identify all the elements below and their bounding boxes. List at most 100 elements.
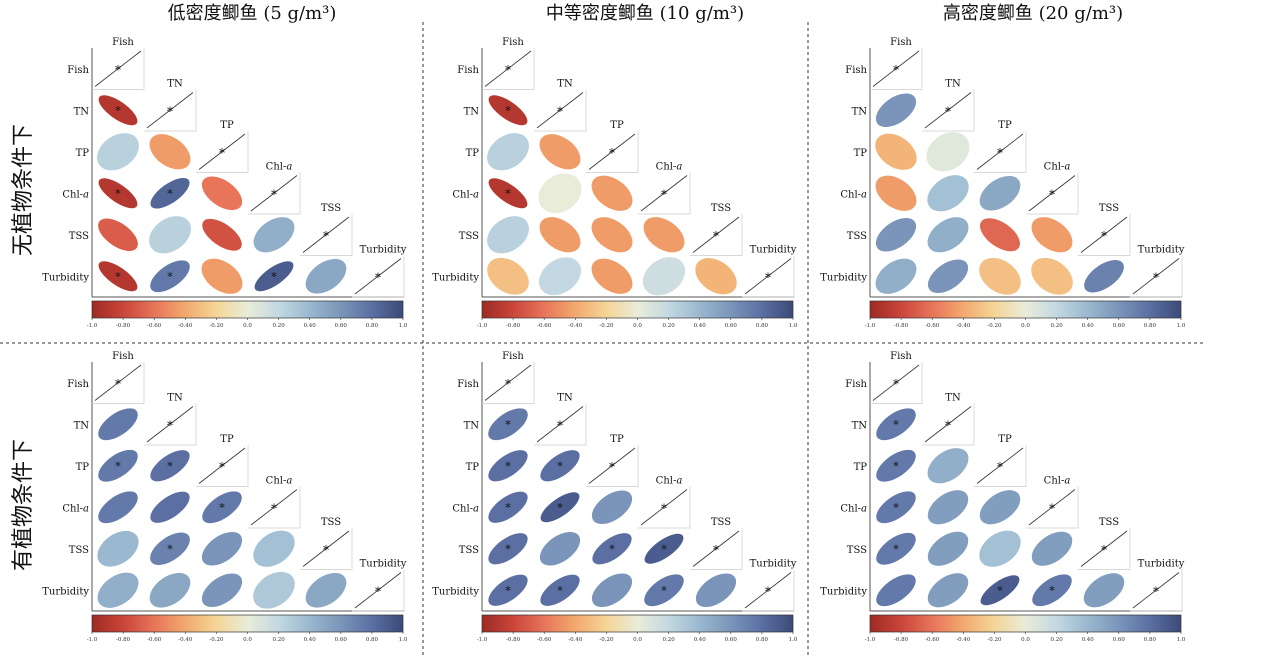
variable-label-part: Chl- — [1044, 476, 1065, 487]
diagonal-cell-border — [1130, 569, 1183, 612]
variable-label-part: a — [286, 162, 292, 173]
diagonal-cell-border — [482, 48, 535, 90]
correlation-ellipse — [202, 218, 242, 251]
diagonal-cell-border — [870, 362, 923, 404]
diagonal-line — [94, 50, 142, 87]
colorbar — [91, 614, 404, 633]
variable-label: Turbidity — [432, 272, 479, 283]
significance-star: * — [997, 460, 1003, 474]
correlation-ellipse — [876, 532, 916, 565]
diagonal-line — [1028, 489, 1076, 526]
variable-label: Fish — [112, 37, 134, 48]
significance-star: * — [505, 460, 511, 473]
significance-star: * — [1049, 501, 1055, 515]
diagonal-line — [536, 406, 584, 443]
colorbar-tick-label: 0.60 — [335, 637, 348, 643]
correlation-ellipse — [540, 450, 580, 482]
variable-label: Chl-a — [452, 503, 479, 514]
significance-star: * — [997, 146, 1003, 160]
correlation-ellipse — [1031, 257, 1073, 295]
column-title-2: 中等密度鲫鱼 (10 g/m³) — [546, 3, 744, 24]
diagonal-cell-border — [1078, 528, 1131, 570]
variable-label: TN — [464, 420, 480, 431]
diagonal-cell-border — [742, 569, 795, 612]
correlation-ellipse — [98, 261, 138, 292]
significance-star: * — [661, 584, 667, 597]
colorbar-tick-label: 0.20 — [662, 637, 675, 643]
colorbar-tick-label: -1.0 — [477, 637, 488, 643]
significance-star: * — [557, 104, 563, 118]
variable-label: Fish — [112, 351, 134, 362]
variable-label-part: Chl- — [266, 162, 287, 173]
colorbar-tick-label: -0.80 — [894, 323, 909, 329]
significance-star: * — [945, 418, 951, 432]
colorbar-tick-label: -0.40 — [956, 323, 971, 329]
diagonal-cell-border — [638, 172, 691, 215]
significance-star: * — [1049, 187, 1055, 201]
colorbar-tick-label: 0.20 — [1050, 637, 1063, 643]
variable-label: Fish — [890, 37, 912, 48]
significance-star: * — [505, 543, 511, 556]
variable-label: Chl-a — [840, 503, 867, 514]
colorbar-tick-label: -0.80 — [116, 637, 131, 643]
correlation-ellipse — [643, 217, 685, 253]
diagonal-line — [640, 489, 688, 526]
correlation-ellipse — [591, 573, 633, 608]
diagonal-line — [872, 364, 920, 401]
colorbar-tick-label: -0.40 — [178, 637, 193, 643]
correlation-ellipse — [539, 217, 581, 253]
panel-2-2: Fish TN TP Chl-a TSS Turbidity * Fish * TN * TP * Chl… — [432, 351, 798, 643]
diagonal-cell-border — [586, 131, 639, 173]
correlation-ellipse — [97, 530, 139, 567]
diagonal-cell-border — [92, 362, 145, 404]
diagonal-line — [250, 489, 298, 526]
significance-star: * — [997, 584, 1003, 597]
variable-label: TN — [74, 420, 90, 431]
significance-star: * — [765, 584, 771, 598]
colorbar-tick-label: 0.40 — [1082, 637, 1095, 643]
variable-label: Fish — [457, 379, 479, 390]
colorbar — [481, 300, 794, 319]
variable-label: TP — [854, 148, 868, 159]
correlation-ellipse — [149, 134, 191, 170]
correlation-ellipse — [487, 133, 529, 171]
correlation-ellipse — [150, 260, 190, 293]
variable-label: TP — [998, 120, 1012, 131]
correlation-ellipse — [644, 574, 684, 607]
significance-star: * — [661, 543, 667, 556]
correlation-ellipse — [201, 573, 243, 608]
correlation-ellipse — [488, 574, 528, 606]
correlation-ellipse — [642, 257, 686, 296]
variable-label: TN — [945, 79, 961, 90]
variable-label: TP — [466, 462, 480, 473]
diagonal-cell-border — [974, 131, 1027, 173]
diagonal-line — [692, 216, 740, 253]
colorbar-tick-label: 0.40 — [694, 637, 707, 643]
variable-label-part: a — [473, 189, 479, 200]
significance-star: * — [115, 460, 121, 473]
variable-label-part: a — [473, 503, 479, 514]
colorbar-tick-label: 0.80 — [756, 637, 769, 643]
variable-label: Turbidity — [360, 559, 407, 570]
significance-star: * — [115, 63, 121, 77]
colorbar-tick-label: 0.80 — [366, 323, 379, 329]
variable-label: TSS — [459, 231, 479, 242]
colorbar — [869, 300, 1182, 319]
significance-star: * — [1153, 584, 1159, 598]
variable-label: TN — [74, 106, 90, 117]
significance-star: * — [505, 584, 511, 597]
significance-star: * — [557, 501, 563, 514]
colorbar-tick-label: -0.20 — [599, 323, 614, 329]
variable-label-part: a — [676, 476, 682, 487]
correlation-ellipse — [876, 449, 916, 482]
colorbar-tick-label: 0.80 — [756, 323, 769, 329]
significance-star: * — [271, 270, 277, 283]
correlation-ellipse — [487, 216, 529, 254]
variable-label: TP — [854, 462, 868, 473]
correlation-ellipse — [592, 533, 632, 565]
significance-star: * — [115, 187, 121, 200]
variable-label-part: Chl- — [656, 476, 677, 487]
variable-label: Turbidity — [1138, 559, 1185, 570]
diagonal-line — [1132, 258, 1180, 295]
significance-star: * — [219, 146, 225, 160]
